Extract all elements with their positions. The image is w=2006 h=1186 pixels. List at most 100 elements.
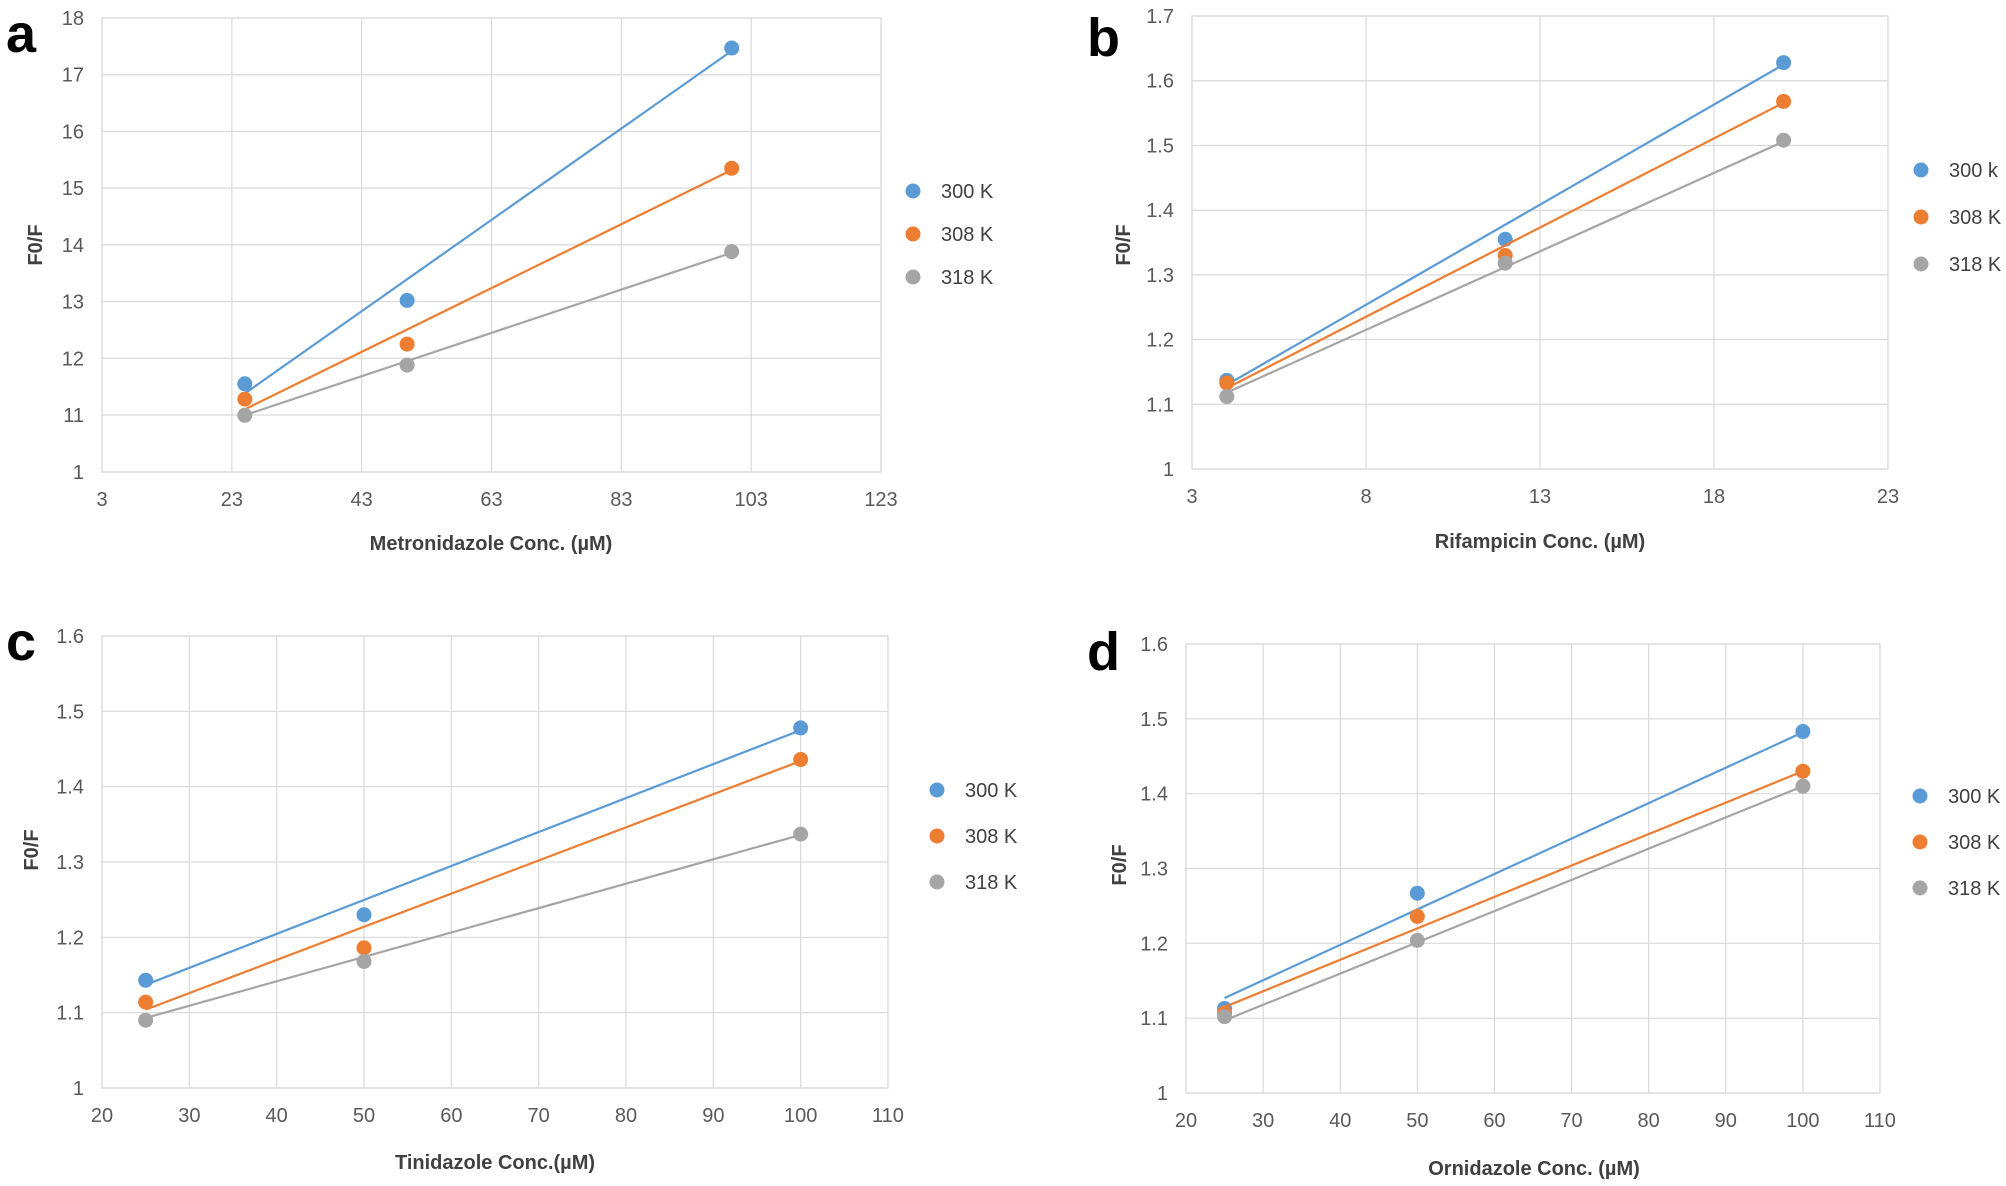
data-point bbox=[724, 244, 740, 260]
x-tick-label: 30 bbox=[178, 1105, 200, 1127]
data-point bbox=[1776, 132, 1792, 148]
x-tick-label: 90 bbox=[1715, 1110, 1737, 1132]
x-tick-label: 100 bbox=[1786, 1110, 1819, 1132]
x-tick-label: 80 bbox=[615, 1105, 637, 1127]
trendline bbox=[244, 169, 733, 411]
x-tick-label: 80 bbox=[1638, 1110, 1660, 1132]
panel-letter: a bbox=[6, 4, 37, 64]
y-tick-label: 15 bbox=[62, 178, 84, 200]
y-tick-label: 1.4 bbox=[56, 777, 84, 799]
x-axis-title: Tinidazole Conc.(µM) bbox=[395, 1152, 595, 1174]
x-tick-label: 23 bbox=[1877, 486, 1899, 508]
data-point bbox=[724, 40, 740, 56]
chart-panel-d: 20 30 40 50 60 70 80 90 100 110 1 1.1 1.2 1.3 1.4 1.5 1.… bbox=[1087, 622, 2001, 1180]
y-tick-label: 1.1 bbox=[1146, 394, 1174, 416]
data-point bbox=[1219, 389, 1235, 405]
y-tick-label: 16 bbox=[62, 121, 84, 143]
legend-label: 300 K bbox=[965, 780, 1018, 802]
data-point bbox=[793, 752, 809, 768]
data-point bbox=[1409, 885, 1425, 901]
data-point bbox=[1217, 1009, 1233, 1025]
y-tick-label: 1.6 bbox=[56, 626, 84, 648]
y-tick-label: 1.5 bbox=[1140, 709, 1168, 731]
legend-marker bbox=[1913, 209, 1929, 225]
x-tick-label: 60 bbox=[440, 1105, 462, 1127]
legend-marker bbox=[929, 782, 945, 798]
series-318-k bbox=[1219, 132, 1792, 405]
data-point bbox=[356, 940, 372, 956]
panel-letter: d bbox=[1087, 622, 1120, 682]
legend: 300 K 308 K 318 K bbox=[1912, 786, 2001, 900]
trendline bbox=[145, 729, 802, 986]
data-point bbox=[356, 953, 372, 969]
y-tick-label: 1.6 bbox=[1140, 634, 1168, 656]
x-axis-title: Metronidazole Conc. (µM) bbox=[370, 533, 613, 555]
y-tick-label: 14 bbox=[62, 235, 84, 257]
legend-label: 318 K bbox=[965, 872, 1018, 894]
y-tick-label: 1.3 bbox=[1140, 859, 1168, 881]
x-tick-label: 90 bbox=[702, 1105, 724, 1127]
y-tick-label: 18 bbox=[62, 8, 84, 30]
x-tick-label: 3 bbox=[96, 489, 107, 511]
x-tick-label: 40 bbox=[266, 1105, 288, 1127]
y-tick-label: 1.4 bbox=[1140, 784, 1168, 806]
y-tick-label: 1 bbox=[1163, 459, 1174, 481]
trendline bbox=[1224, 785, 1804, 1022]
trendline bbox=[145, 833, 801, 1019]
y-tick-label: 1.1 bbox=[56, 1003, 84, 1025]
legend-label: 300 k bbox=[1949, 160, 1999, 182]
series-318-k bbox=[237, 244, 740, 423]
data-point bbox=[724, 160, 740, 176]
x-tick-label: 70 bbox=[1560, 1110, 1582, 1132]
trendline bbox=[244, 49, 733, 395]
legend-label: 318 K bbox=[1948, 878, 2001, 900]
trendline bbox=[1226, 101, 1785, 390]
x-tick-label: 60 bbox=[1483, 1110, 1505, 1132]
legend-label: 318 K bbox=[1949, 254, 2002, 276]
x-tick-label: 83 bbox=[610, 489, 632, 511]
legend-marker bbox=[1913, 256, 1929, 272]
data-point bbox=[399, 292, 415, 308]
data-point bbox=[1776, 93, 1792, 109]
y-tick-label: 1.6 bbox=[1146, 71, 1174, 93]
chart-panel-a: 3 23 43 63 83 103 12311112131415161718Metronid… bbox=[6, 4, 994, 555]
data-point bbox=[1409, 932, 1425, 948]
series-308-k bbox=[237, 160, 740, 411]
data-point bbox=[237, 407, 253, 423]
y-tick-label: 1 bbox=[1157, 1083, 1168, 1105]
y-tick-label: 1.2 bbox=[1140, 933, 1168, 955]
x-tick-label: 13 bbox=[1529, 486, 1551, 508]
series-300-k bbox=[237, 40, 740, 395]
legend-marker bbox=[1912, 880, 1928, 896]
chart-panel-b: 3 8 13 18 23 1 1.1 1.2 1.3 1.4 1.5 1.6 1.7 Rifampicin… bbox=[1087, 6, 2002, 553]
data-point bbox=[399, 336, 415, 352]
legend-marker bbox=[929, 874, 945, 890]
data-point bbox=[1795, 763, 1811, 779]
x-tick-label: 123 bbox=[864, 489, 897, 511]
y-tick-label: 12 bbox=[62, 348, 84, 370]
data-point bbox=[793, 720, 809, 736]
x-tick-label: 8 bbox=[1360, 486, 1371, 508]
data-point bbox=[1409, 908, 1425, 924]
y-tick-label: 1.7 bbox=[1146, 6, 1174, 28]
trendline bbox=[1224, 731, 1804, 999]
x-tick-label: 20 bbox=[1175, 1110, 1197, 1132]
y-axis-title: F0/F bbox=[25, 224, 47, 265]
series-300-k bbox=[138, 720, 809, 988]
y-tick-label: 1.2 bbox=[56, 927, 84, 949]
legend: 300 K 308 K 318 K bbox=[905, 181, 994, 289]
y-tick-label: 1 bbox=[73, 1078, 84, 1100]
x-tick-label: 110 bbox=[1864, 1110, 1896, 1132]
chart-panel-c: 20 30 40 50 60 70 80 90 100 110 1 1.1 1.2 1.3 1.4 1.5 1.… bbox=[6, 612, 1018, 1174]
series-308-k bbox=[1217, 763, 1811, 1021]
legend-label: 300 K bbox=[1948, 786, 2001, 808]
legend-label: 308 K bbox=[941, 224, 994, 246]
legend-label: 308 K bbox=[1949, 207, 2002, 229]
y-tick-label: 13 bbox=[62, 292, 84, 314]
data-point bbox=[138, 994, 154, 1010]
x-tick-label: 30 bbox=[1252, 1110, 1274, 1132]
trendline bbox=[1224, 770, 1804, 1008]
x-tick-label: 23 bbox=[221, 489, 243, 511]
